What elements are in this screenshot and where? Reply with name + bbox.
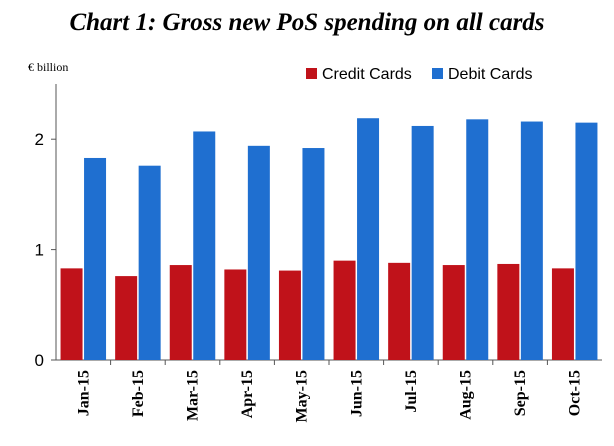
x-tick-label: May-15 xyxy=(294,370,311,422)
bar-credit xyxy=(442,265,465,360)
bar-credit xyxy=(497,263,520,360)
bar-debit xyxy=(193,131,216,360)
bar-credit xyxy=(224,269,247,360)
x-tick-label: Aug-15 xyxy=(458,370,475,420)
y-axis-label: € billion xyxy=(28,60,68,74)
x-tick-label: Sep-15 xyxy=(512,370,529,416)
y-tick-label: 2 xyxy=(35,130,44,149)
bar-credit xyxy=(388,262,411,360)
y-tick-label: 1 xyxy=(35,241,44,260)
bar-debit xyxy=(520,121,543,360)
bar-debit xyxy=(302,148,325,360)
x-tick-label: Jan-15 xyxy=(75,370,92,416)
bar-debit xyxy=(466,119,489,360)
legend-label: Debit Cards xyxy=(448,66,532,83)
x-tick-label: Jun-15 xyxy=(348,370,365,417)
x-tick-label: Mar-15 xyxy=(185,370,202,421)
bar-debit xyxy=(411,125,434,361)
bar-debit xyxy=(357,118,380,360)
bar-debit xyxy=(575,122,598,360)
bar-debit xyxy=(247,145,270,360)
bar-debit xyxy=(138,165,161,360)
legend-label: Credit Cards xyxy=(322,66,412,83)
bar-credit xyxy=(333,260,356,360)
x-tick-label: Oct-15 xyxy=(567,370,584,416)
bar-debit xyxy=(84,157,107,360)
bar-credit xyxy=(60,268,83,360)
chart-title: Chart 1: Gross new PoS spending on all c… xyxy=(69,9,545,36)
legend-swatch-credit xyxy=(306,68,317,79)
bar-credit xyxy=(551,268,574,360)
x-tick-label: Feb-15 xyxy=(130,370,147,417)
x-tick-label: Jul-15 xyxy=(403,370,420,413)
bar-credit xyxy=(169,265,192,360)
legend-swatch-debit xyxy=(432,68,443,79)
bar-credit xyxy=(115,276,138,360)
y-tick-label: 0 xyxy=(35,351,44,370)
bar-credit xyxy=(278,270,301,360)
x-tick-label: Apr-15 xyxy=(239,370,256,418)
